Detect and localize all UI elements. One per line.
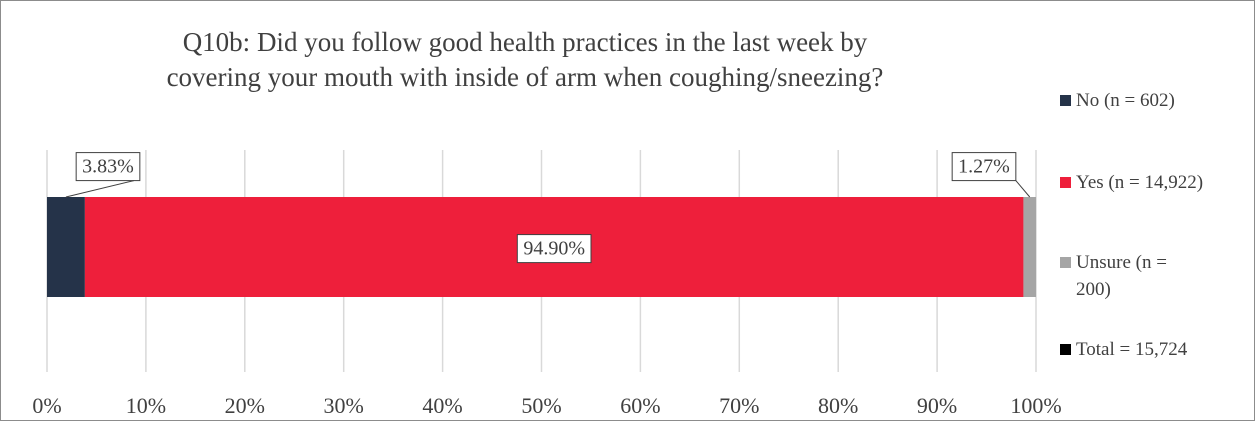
x-tick-label: 80% <box>818 393 858 418</box>
legend-item: No (n = 602) <box>1060 87 1175 114</box>
x-tick-label: 90% <box>917 393 957 418</box>
legend-swatch <box>1060 344 1071 355</box>
data-label: 94.90% <box>523 238 585 260</box>
legend-swatch <box>1060 95 1071 106</box>
chart-title: Q10b: Did you follow good health practic… <box>167 27 884 92</box>
bar-segment <box>1023 197 1036 297</box>
legend-label: Unsure (n = 200) <box>1076 252 1167 300</box>
x-tick-label: 30% <box>324 393 364 418</box>
legend-label: No (n = 602) <box>1076 90 1175 111</box>
x-tick-label: 20% <box>225 393 265 418</box>
data-label-box <box>75 152 141 182</box>
leader-line <box>65 180 134 198</box>
leader-line <box>1015 180 1031 198</box>
legend-item: Unsure (n = 200) <box>1060 249 1201 303</box>
x-tick-label: 70% <box>719 393 759 418</box>
data-label-box <box>951 152 1017 182</box>
bar-segment <box>47 197 85 297</box>
x-tick-label: 50% <box>521 393 561 418</box>
legend-label: Yes (n = 14,922) <box>1076 172 1204 193</box>
x-tick-label: 10% <box>126 393 166 418</box>
data-label: 3.83% <box>82 156 134 178</box>
legend-item: Total = 15,724 <box>1060 336 1187 363</box>
x-tick-label: 100% <box>1010 393 1061 418</box>
legend-swatch <box>1060 177 1071 188</box>
legend-label: Total = 15,724 <box>1076 339 1188 360</box>
x-tick-label: 0% <box>32 393 61 418</box>
x-tick-label: 60% <box>620 393 660 418</box>
data-label: 1.27% <box>958 156 1010 178</box>
legend-swatch <box>1060 257 1071 268</box>
legend-item: Yes (n = 14,922) <box>1060 169 1203 196</box>
data-label-box <box>516 234 592 264</box>
x-tick-label: 40% <box>422 393 462 418</box>
